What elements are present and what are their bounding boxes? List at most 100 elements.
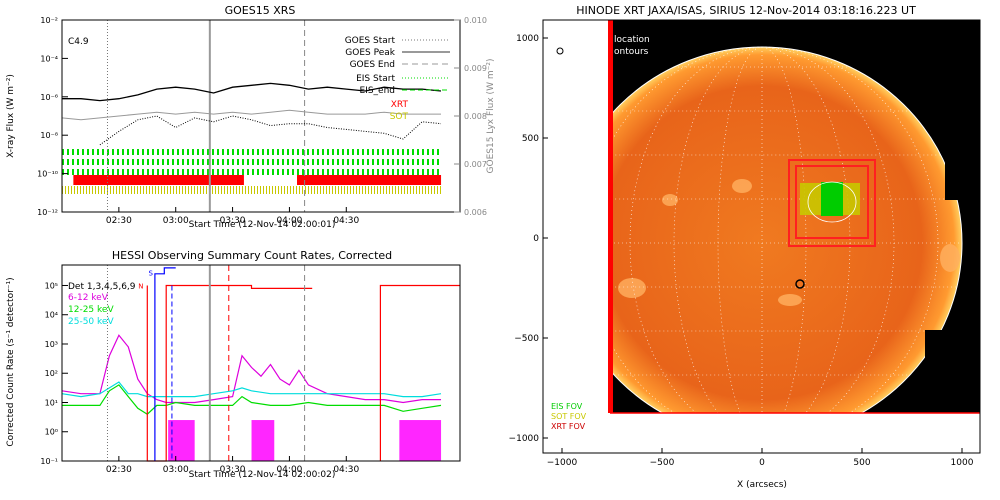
xrt-corner-block-2 xyxy=(925,330,980,413)
xrt-fov-box-outer xyxy=(788,159,876,247)
xrt-ytick-label-3: −500 xyxy=(514,334,539,344)
hessi-ytick-label-2: 10³ xyxy=(45,340,58,349)
goes-series-0 xyxy=(62,82,442,102)
xrt-ytick-label-1: 500 xyxy=(522,134,539,144)
hessi-xtick-label-2: 03:30 xyxy=(220,465,246,475)
goes-y-ticks: 10⁻² 10⁻⁴ 10⁻⁶ 10⁻⁸ 10⁻¹⁰ 10⁻¹² xyxy=(37,16,68,217)
hessi-series-2 xyxy=(61,381,442,398)
hessi-legend-label-1: 12-25 keV xyxy=(68,305,114,315)
goes-legend-label-2: GOES End xyxy=(350,60,395,70)
hessi-plot-frame xyxy=(61,264,461,462)
xrt-panel: HINODE XRT JAXA/ISAS, SIRIUS 12-Nov-2014… xyxy=(509,4,981,490)
goes-ylabel-right: GOES15 Lyx Flux (W m⁻²) xyxy=(486,59,496,174)
goes-ytick-right-label-1: 0.009 xyxy=(464,64,487,73)
xrt-legend-label-0: EIS FOV xyxy=(551,402,583,411)
xrt-y-ticks: 1000 500 0 −500 −1000 xyxy=(509,34,548,444)
xrt-solar-disk xyxy=(612,47,962,413)
xrt-corner-block-0 xyxy=(925,20,980,60)
goes-legend-label-6: SOT xyxy=(390,112,409,122)
goes-legend-label-3: EIS Start xyxy=(356,74,395,84)
goes-ytick-label-0: 10⁻² xyxy=(40,16,58,25)
goes-legend-label-0: GOES Start xyxy=(345,36,396,46)
goes-ytick-right-label-0: 0.010 xyxy=(464,16,487,25)
goes-ytick-label-1: 10⁻⁴ xyxy=(40,54,58,63)
goes-xtick-label-3: 04:00 xyxy=(276,216,302,226)
hessi-ytick-label-0: 10⁵ xyxy=(45,281,58,290)
hessi-series-1 xyxy=(62,384,442,415)
goes-ytick-label-5: 10⁻¹² xyxy=(37,208,58,217)
xrt-xtick-label-0: −1000 xyxy=(547,458,578,468)
hessi-legend: Det 1,3,4,5,6,96-12 keV 12-25 keV 25-50 ke… xyxy=(68,282,136,327)
goes-ytick-label-3: 10⁻⁸ xyxy=(40,131,58,140)
goes-xtick-label-1: 03:00 xyxy=(163,216,189,226)
hessi-night-flag-1 xyxy=(379,284,460,461)
xrt-ytick-label-0: 1000 xyxy=(516,34,539,44)
xrt-title: HINODE XRT JAXA/ISAS, SIRIUS 12-Nov-2014… xyxy=(576,4,916,17)
goes-title: GOES15 XRS xyxy=(225,4,296,17)
hessi-panel: HESSI Observing Summary Count Rates, Cor… xyxy=(6,249,461,480)
hessi-gap-block-0 xyxy=(168,420,195,461)
goes-ytick-label-4: 10⁻¹⁰ xyxy=(37,170,58,179)
goes-ylabel: X-ray Flux (W m⁻²) xyxy=(6,74,16,158)
goes-ytick-label-2: 10⁻⁶ xyxy=(40,93,58,102)
xrt-left-edge-bar xyxy=(608,20,613,413)
xrt-xtick-label-1: −500 xyxy=(650,458,675,468)
goes-legend-label-1: GOES Peak xyxy=(345,48,395,58)
hessi-xtick-label-0: 02:30 xyxy=(106,465,132,475)
goes-y-right-ticks: 0.010 0.009 0.008 0.007 0.006 xyxy=(454,16,487,217)
xrt-ytick-label-4: −1000 xyxy=(509,434,540,444)
hessi-legend-label-2: 25-50 keV xyxy=(68,317,114,327)
goes-legend-label-4: EIS_end xyxy=(359,86,395,96)
hessi-y-ticks: 10⁵ 10⁴ 10³ 10² 10¹ 10⁰ 10⁻¹ xyxy=(40,281,68,466)
xrt-label-contours: ontours xyxy=(614,47,649,57)
xrt-bright-region-2 xyxy=(940,244,960,272)
hessi-ytick-label-4: 10¹ xyxy=(45,398,58,407)
xrt-legend-label-1: SOT FOV xyxy=(551,412,587,421)
hessi-x-ticks: 02:30 03:00 03:30 04:00 04:30 xyxy=(106,456,360,475)
xrt-corner-block-1 xyxy=(945,60,980,200)
goes-xlabel: Start Time (12-Nov-14 02:00:01) xyxy=(189,220,336,230)
hessi-xtick-label-1: 03:00 xyxy=(163,465,189,475)
hessi-legend-label-0: 6-12 keV xyxy=(68,293,109,303)
hessi-flag-s: S xyxy=(149,269,154,277)
xrt-bright-region-4 xyxy=(662,194,678,206)
hessi-ytick-label-3: 10² xyxy=(45,369,58,378)
xrt-legend-label-2: XRT FOV xyxy=(551,422,586,431)
goes-flare-class: C4.9 xyxy=(68,37,89,47)
xrt-xtick-label-2: 0 xyxy=(759,458,765,468)
hessi-title: HESSI Observing Summary Count Rates, Cor… xyxy=(112,249,392,262)
goes-ytick-right-label-4: 0.006 xyxy=(464,208,487,217)
goes-legend-label-5: XRT xyxy=(391,100,409,110)
xrt-small-circle-1 xyxy=(795,279,805,289)
goes-xtick-label-0: 02:30 xyxy=(106,216,132,226)
goes-xtick-label-2: 03:30 xyxy=(220,216,246,226)
xrt-sun-group xyxy=(612,20,980,413)
goes-xtick-label-4: 04:30 xyxy=(333,216,359,226)
hessi-xlabel: Start Time (12-Nov-14 02:00:02) xyxy=(189,470,336,480)
goes-x-ticks: 02:30 03:00 03:30 04:00 04:30 xyxy=(106,207,360,226)
hessi-xtick-label-3: 04:00 xyxy=(276,465,302,475)
goes-ytick-right-label-2: 0.008 xyxy=(464,112,487,121)
hessi-flag-n: N xyxy=(138,282,143,290)
hessi-legend-header: Det 1,3,4,5,6,9 xyxy=(68,282,136,292)
hessi-ylabel: Corrected Count Rate (s⁻¹ detector⁻¹) xyxy=(6,277,16,446)
xrt-fov-box-inner xyxy=(795,165,869,239)
goes-legend: GOES Start GOES Peak GOES End EIS Start EIS_… xyxy=(345,36,450,122)
hessi-series-0 xyxy=(61,334,441,404)
hessi-ytick-label-1: 10⁴ xyxy=(45,311,58,320)
hessi-ytick-label-5: 10⁰ xyxy=(45,428,58,437)
xrt-x-ticks: −1000 −500 0 500 1000 xyxy=(547,448,974,468)
xrt-ytick-label-2: 0 xyxy=(533,234,539,244)
xrt-xtick-label-4: 1000 xyxy=(951,458,974,468)
xrt-bright-region-1 xyxy=(732,179,752,193)
hessi-gap-block-1 xyxy=(251,420,275,461)
eis-fov-box xyxy=(821,182,843,216)
xrt-xtick-label-3: 500 xyxy=(853,458,870,468)
goes-series-2 xyxy=(99,115,442,146)
goes-ytick-right-label-3: 0.007 xyxy=(464,160,487,169)
xrt-small-circle-0 xyxy=(556,47,564,55)
hessi-xtick-label-4: 04:30 xyxy=(333,465,359,475)
xrt-label-location: location xyxy=(614,35,650,45)
xrt-xlabel: X (arcsecs) xyxy=(737,480,787,490)
xrt-contour xyxy=(807,181,857,223)
